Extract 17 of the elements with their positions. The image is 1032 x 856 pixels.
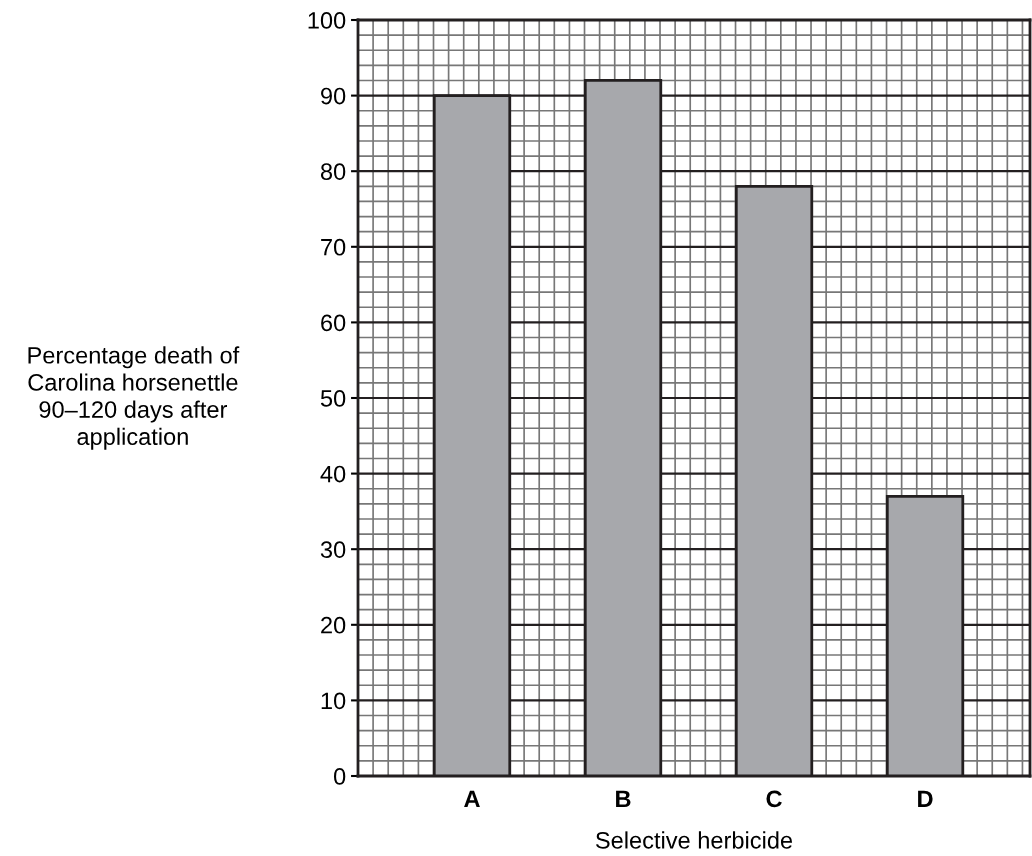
x-tick-label: C — [766, 790, 782, 808]
y-tick-label: 30 — [320, 541, 346, 558]
x-tick-label: D — [918, 790, 933, 807]
y-tick-label: 60 — [321, 314, 346, 332]
x-axis-title: Selective herbicide — [595, 831, 793, 849]
y-tick-label: 90 — [321, 87, 346, 105]
y-axis-title: Percentage death of Carolina horsenettle 90–120 days after application — [28, 346, 240, 450]
y-tick-label: 20 — [321, 616, 346, 634]
y-tick-label: 0 — [333, 768, 346, 785]
y-tick-label: 40 — [320, 465, 346, 483]
x-tick-label: A — [464, 790, 480, 807]
y-tick-label: 50 — [320, 390, 346, 407]
y-tick-label: 100 — [308, 12, 346, 29]
y-tick-label: 70 — [321, 238, 346, 256]
x-tick-label: B — [616, 790, 631, 807]
y-tick-label: 80 — [320, 163, 346, 180]
y-tick-label: 10 — [321, 692, 346, 710]
